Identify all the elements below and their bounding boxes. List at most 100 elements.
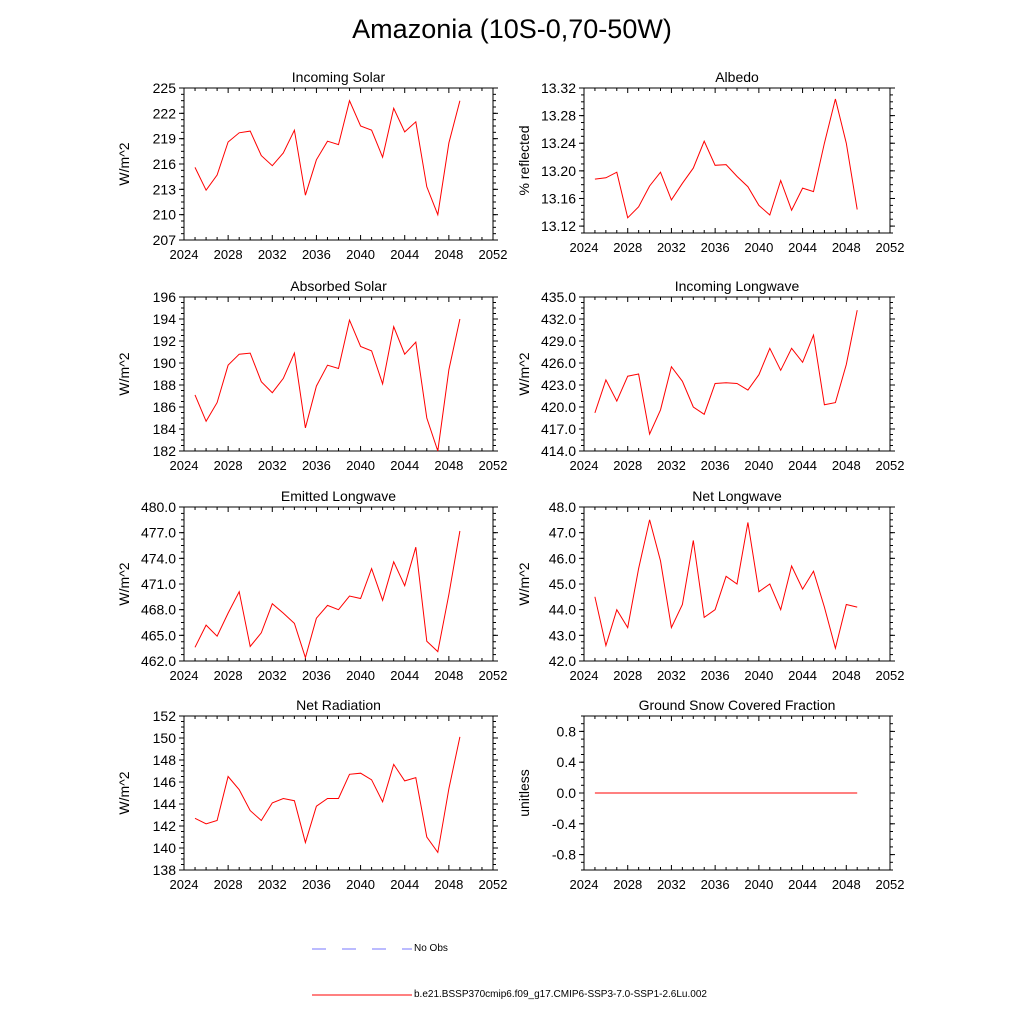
x-tick-label: 2024 [170,247,199,262]
y-tick-label: 13.12 [541,218,576,234]
x-tick-label: 2024 [570,877,599,892]
y-axis-label: % reflected [516,125,532,195]
y-tick-label: 46.0 [549,550,576,566]
y-tick-label: 429.0 [541,333,576,349]
y-tick-label: 182 [153,443,177,459]
y-tick-label: 184 [153,421,177,437]
x-tick-label: 2036 [701,458,730,473]
y-tick-label: 468.0 [141,602,176,618]
x-tick-label: 2044 [390,668,419,683]
chart-panel-2: Absorbed Solar 2024 2028 2032 2036 2040 2044 20… [116,278,507,473]
y-tick-label: 190 [153,355,177,371]
y-tick-label: 150 [153,730,177,746]
chart-title: Net Longwave [692,488,782,504]
y-tick-label: 47.0 [549,525,576,541]
x-tick-label: 2040 [346,877,375,892]
series-line [594,98,858,219]
x-tick-label: 2040 [744,458,773,473]
y-tick-label: 45.0 [549,576,576,592]
x-tick-label: 2032 [258,247,287,262]
x-tick-label: 2032 [258,668,287,683]
x-tick-label: 2036 [302,458,331,473]
x-tick-label: 2032 [657,877,686,892]
x-tick-label: 2052 [876,668,905,683]
y-tick-label: 144 [153,796,177,812]
chart-title: Albedo [715,69,759,85]
x-tick-label: 2028 [214,877,243,892]
x-tick-label: 2032 [258,877,287,892]
legend-swatch-model [312,994,412,996]
y-tick-label: 222 [153,105,177,121]
y-tick-label: 219 [153,131,177,147]
y-tick-label: 192 [153,333,177,349]
x-tick-label: 2024 [170,877,199,892]
y-tick-label: 435.0 [541,289,576,305]
x-tick-label: 2048 [434,247,463,262]
y-tick-label: 138 [153,862,177,878]
y-tick-label: 414.0 [541,443,576,459]
x-tick-label: 2052 [479,458,508,473]
y-tick-label: 186 [153,399,177,415]
x-tick-label: 2052 [876,458,905,473]
chart-title: Net Radiation [296,697,381,713]
chart-title: Ground Snow Covered Fraction [639,697,836,713]
y-axis-label: W/m^2 [516,352,532,395]
series-line [594,519,858,651]
chart-panel-7: Ground Snow Covered Fraction 2024 2028 2032… [516,697,904,892]
x-tick-label: 2032 [657,668,686,683]
x-tick-label: 2028 [214,458,243,473]
x-tick-label: 2044 [788,240,817,255]
x-tick-label: 2052 [876,240,905,255]
y-tick-label: 196 [153,289,177,305]
y-tick-label: 13.24 [541,135,576,151]
x-tick-label: 2028 [613,240,642,255]
x-tick-label: 2024 [570,458,599,473]
y-tick-label: 142 [153,818,177,834]
y-tick-label: 152 [153,708,177,724]
y-tick-label: 426.0 [541,355,576,371]
chart-title: Incoming Solar [292,69,386,85]
legend-label-obs: No Obs [414,943,448,954]
y-tick-label: 465.0 [141,627,176,643]
x-tick-label: 2052 [479,668,508,683]
y-axis-label: W/m^2 [516,562,532,605]
y-tick-label: 140 [153,840,177,856]
y-tick-label: 420.0 [541,399,576,415]
y-tick-label: 146 [153,774,177,790]
y-tick-label: 477.0 [141,525,176,541]
legend-label-model: b.e21.BSSP370cmip6.f09_g17.CMIP6-SSP3-7.… [414,989,707,1000]
y-axis-label: W/m^2 [116,771,132,814]
y-axis-label: W/m^2 [116,562,132,605]
y-tick-label: 0.0 [557,785,577,801]
chart-title: Absorbed Solar [290,278,387,294]
x-tick-label: 2040 [346,668,375,683]
y-tick-label: -0.8 [552,847,576,863]
y-tick-label: 225 [153,80,177,96]
x-tick-label: 2052 [479,247,508,262]
y-tick-label: 194 [153,311,177,327]
y-tick-label: 188 [153,377,177,393]
chart-panel-3: Incoming Longwave 2024 2028 2032 2036 2040 204… [516,278,904,473]
x-tick-label: 2048 [434,458,463,473]
y-tick-label: 462.0 [141,653,176,669]
x-tick-label: 2044 [390,877,419,892]
x-tick-label: 2048 [832,668,861,683]
y-tick-label: 417.0 [541,421,576,437]
x-tick-label: 2040 [744,668,773,683]
y-tick-label: 0.4 [557,754,577,770]
series-line [194,530,461,660]
x-tick-label: 2028 [214,668,243,683]
x-tick-label: 2048 [832,877,861,892]
y-tick-label: 148 [153,752,177,768]
x-tick-label: 2040 [744,877,773,892]
y-tick-label: 480.0 [141,499,176,515]
legend-swatch-obs [312,948,412,950]
x-tick-label: 2028 [613,458,642,473]
x-tick-label: 2036 [302,668,331,683]
plot-frame [183,715,494,871]
y-tick-label: 13.16 [541,190,576,206]
x-tick-label: 2028 [613,668,642,683]
chart-panel-4: Emitted Longwave 2024 2028 2032 2036 2040 2044… [116,488,507,683]
x-tick-label: 2024 [570,668,599,683]
